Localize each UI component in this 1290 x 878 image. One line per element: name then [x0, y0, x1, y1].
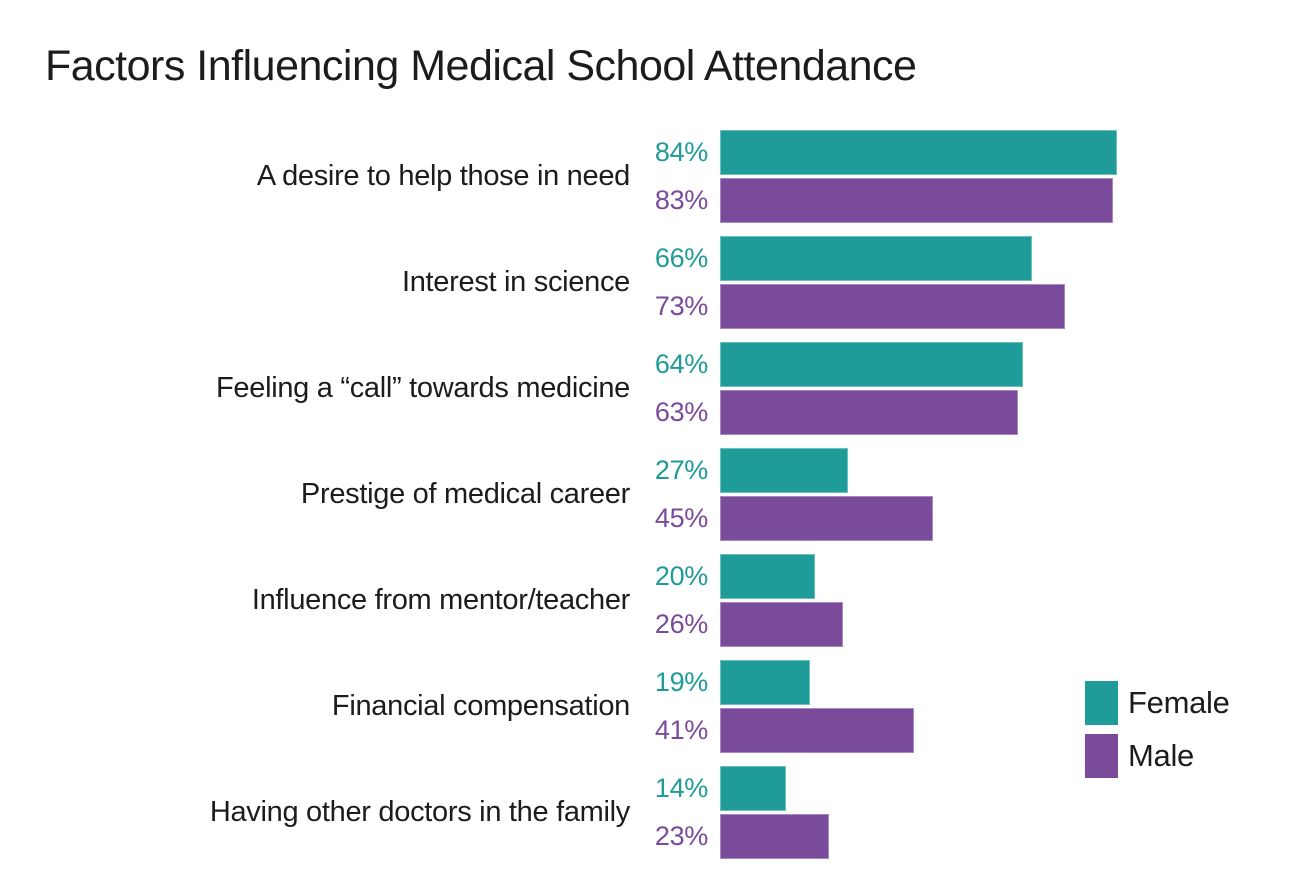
female-bar-row: 66% [630, 236, 1065, 281]
female-value-label: 14% [654, 773, 708, 803]
category-group: A desire to help those in need 84% 83% [0, 130, 1117, 223]
legend-label-female: Female [1128, 685, 1230, 720]
male-bar [720, 390, 1018, 435]
category-label: Prestige of medical career [300, 478, 630, 510]
category-group: Financial compensation 19% 41% [0, 660, 1117, 753]
male-bar-row: 41% [630, 708, 914, 753]
male-value-label: 41% [654, 715, 708, 745]
category-label: Interest in science [401, 266, 630, 298]
bar-pair: 14% 23% [630, 766, 829, 859]
chart-title: Factors Influencing Medical School Atten… [45, 42, 917, 90]
category-label: Feeling a “call” towards medicine [216, 372, 630, 404]
category-group: Influence from mentor/teacher 20% 26% [0, 554, 1117, 647]
female-bar-row: 27% [630, 448, 933, 493]
legend-item-female: Female [1085, 681, 1230, 725]
category-label: Influence from mentor/teacher [251, 584, 630, 616]
female-bar-row: 64% [630, 342, 1023, 387]
female-bar [720, 554, 815, 599]
female-bar [720, 660, 810, 705]
female-value-label: 66% [654, 243, 708, 273]
female-bar [720, 342, 1023, 387]
category-group: Prestige of medical career 27% 45% [0, 448, 1117, 541]
female-bar [720, 130, 1117, 175]
category-label: Financial compensation [331, 690, 630, 722]
female-value-label: 84% [654, 137, 708, 167]
female-bar [720, 448, 848, 493]
category-group: Having other doctors in the family 14% 23% [0, 766, 1117, 859]
male-bar [720, 178, 1113, 223]
male-bar [720, 496, 933, 541]
female-legend-swatch [1085, 681, 1118, 725]
male-bar-row: 63% [630, 390, 1023, 435]
male-bar-row: 45% [630, 496, 933, 541]
male-bar-row: 83% [630, 178, 1117, 223]
male-value-label: 26% [654, 609, 708, 639]
male-value-label: 73% [654, 291, 708, 321]
female-bar-row: 19% [630, 660, 914, 705]
legend-item-male: Male [1085, 734, 1230, 778]
male-bar [720, 814, 829, 859]
legend: Female Male [1085, 681, 1230, 787]
female-bar-row: 20% [630, 554, 843, 599]
female-value-label: 64% [654, 349, 708, 379]
male-value-label: 63% [654, 397, 708, 427]
category-label: A desire to help those in need [256, 160, 630, 192]
female-value-label: 19% [654, 667, 708, 697]
female-value-label: 27% [654, 455, 708, 485]
category-group: Interest in science 66% 73% [0, 236, 1117, 329]
male-bar-row: 23% [630, 814, 829, 859]
bar-pair: 20% 26% [630, 554, 843, 647]
bar-pair: 66% 73% [630, 236, 1065, 329]
male-value-label: 23% [654, 821, 708, 851]
male-bar [720, 602, 843, 647]
bar-pair: 84% 83% [630, 130, 1117, 223]
bar-pair: 27% 45% [630, 448, 933, 541]
male-bar-row: 73% [630, 284, 1065, 329]
bar-pair: 19% 41% [630, 660, 914, 753]
male-value-label: 83% [654, 185, 708, 215]
female-value-label: 20% [654, 561, 708, 591]
female-bar [720, 236, 1032, 281]
category-group: Feeling a “call” towards medicine 64% 63% [0, 342, 1117, 435]
legend-label-male: Male [1128, 738, 1194, 773]
bar-pair: 64% 63% [630, 342, 1023, 435]
female-bar-row: 14% [630, 766, 829, 811]
male-bar [720, 284, 1065, 329]
female-bar [720, 766, 786, 811]
category-label: Having other doctors in the family [209, 796, 630, 828]
male-value-label: 45% [654, 503, 708, 533]
female-bar-row: 84% [630, 130, 1117, 175]
male-legend-swatch [1085, 734, 1118, 778]
male-bar-row: 26% [630, 602, 843, 647]
male-bar [720, 708, 914, 753]
grouped-bar-chart: A desire to help those in need 84% 83% Inte… [0, 130, 1117, 872]
